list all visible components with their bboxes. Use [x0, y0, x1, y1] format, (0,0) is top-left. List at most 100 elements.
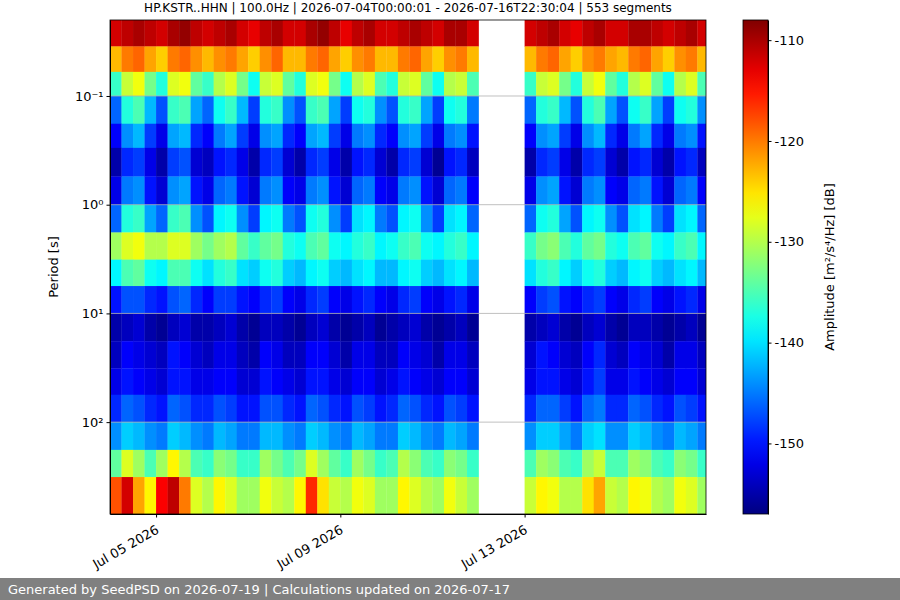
heat-cell: [340, 72, 352, 96]
heat-cell: [594, 450, 606, 477]
heat-cell: [432, 72, 444, 96]
heat-cell: [432, 96, 444, 124]
tick-mark: [768, 443, 772, 444]
heat-cell: [398, 176, 410, 205]
heat-cell: [294, 450, 306, 477]
heat-cell: [122, 368, 134, 395]
heat-cell: [663, 46, 675, 72]
heat-cell: [628, 341, 640, 368]
heat-cell: [686, 422, 698, 450]
heat-cell: [651, 477, 663, 514]
heat-cell: [317, 313, 329, 341]
heat-cell: [306, 260, 318, 287]
heat-cell: [686, 205, 698, 233]
heat-cell: [605, 368, 617, 395]
heat-cell: [168, 395, 180, 423]
heat-cell: [202, 148, 214, 177]
heat-cell: [179, 450, 191, 477]
heat-cell: [283, 368, 295, 395]
y-tick: 10²: [82, 415, 110, 430]
heat-cell: [179, 176, 191, 205]
heat-cell: [283, 148, 295, 177]
heat-cell: [214, 124, 226, 148]
heat-cell: [260, 96, 272, 124]
heat-cell: [248, 232, 260, 259]
heat-cell: [628, 450, 640, 477]
heat-cell: [421, 341, 433, 368]
heat-cell: [663, 124, 675, 148]
heat-cell: [594, 46, 606, 72]
heat-cell: [536, 450, 548, 477]
heat-cell: [525, 260, 537, 287]
heat-cell: [467, 450, 479, 477]
tick-mark: [768, 141, 772, 142]
heat-cell: [110, 477, 122, 514]
heat-cell: [145, 422, 157, 450]
heat-cell: [456, 477, 468, 514]
heat-cell: [582, 96, 594, 124]
heat-cell: [628, 422, 640, 450]
heat-cell: [306, 232, 318, 259]
heat-cell: [122, 72, 134, 96]
heat-cell: [191, 395, 203, 423]
heat-cell: [674, 72, 686, 96]
heat-cell: [559, 341, 571, 368]
heat-cell: [605, 72, 617, 96]
x-tick-label: Jul 13 2026: [458, 522, 530, 572]
heat-cell: [663, 205, 675, 233]
grid: [110, 96, 706, 422]
heat-cell: [456, 205, 468, 233]
heat-cell: [156, 232, 168, 259]
heat-cell: [225, 313, 237, 341]
heat-cell: [375, 20, 387, 47]
heat-cell: [294, 260, 306, 287]
heat-cell: [225, 232, 237, 259]
heat-cell: [421, 72, 433, 96]
heat-cell: [306, 20, 318, 47]
heat-cell: [686, 286, 698, 314]
heat-cell: [122, 205, 134, 233]
heat-cell: [536, 205, 548, 233]
heat-cell: [398, 341, 410, 368]
heat-cell: [398, 148, 410, 177]
heat-cell: [421, 395, 433, 423]
heat-cell: [237, 477, 249, 514]
heat-cell: [444, 341, 456, 368]
heat-cell: [409, 422, 421, 450]
heat-cell: [363, 72, 375, 96]
heat-cell: [628, 477, 640, 514]
heat-cell: [145, 124, 157, 148]
heat-cell: [110, 313, 122, 341]
heat-cell: [375, 341, 387, 368]
heat-cell: [525, 176, 537, 205]
heat-cell: [375, 205, 387, 233]
heat-cell: [202, 368, 214, 395]
heat-cell: [651, 368, 663, 395]
heat-cell: [548, 477, 560, 514]
heat-cell: [271, 341, 283, 368]
heat-cell: [571, 205, 583, 233]
heat-cell: [237, 368, 249, 395]
heat-cell: [386, 124, 398, 148]
heat-cell: [225, 96, 237, 124]
heat-cell: [168, 96, 180, 124]
heat-cell: [617, 341, 629, 368]
heat-cell: [179, 20, 191, 47]
heat-cell: [628, 313, 640, 341]
heat-cell: [663, 286, 675, 314]
heat-cell: [283, 341, 295, 368]
heat-cell: [640, 313, 652, 341]
heat-cell: [260, 422, 272, 450]
heat-cell: [686, 20, 698, 47]
heat-cell: [248, 205, 260, 233]
heat-cell: [260, 205, 272, 233]
heat-cell: [237, 341, 249, 368]
heat-cell: [145, 395, 157, 423]
heat-cell: [352, 176, 364, 205]
heat-cell: [271, 124, 283, 148]
heat-cell: [398, 422, 410, 450]
heat-cell: [525, 286, 537, 314]
heat-cell: [559, 286, 571, 314]
heat-cell: [294, 422, 306, 450]
heat-cell: [271, 477, 283, 514]
